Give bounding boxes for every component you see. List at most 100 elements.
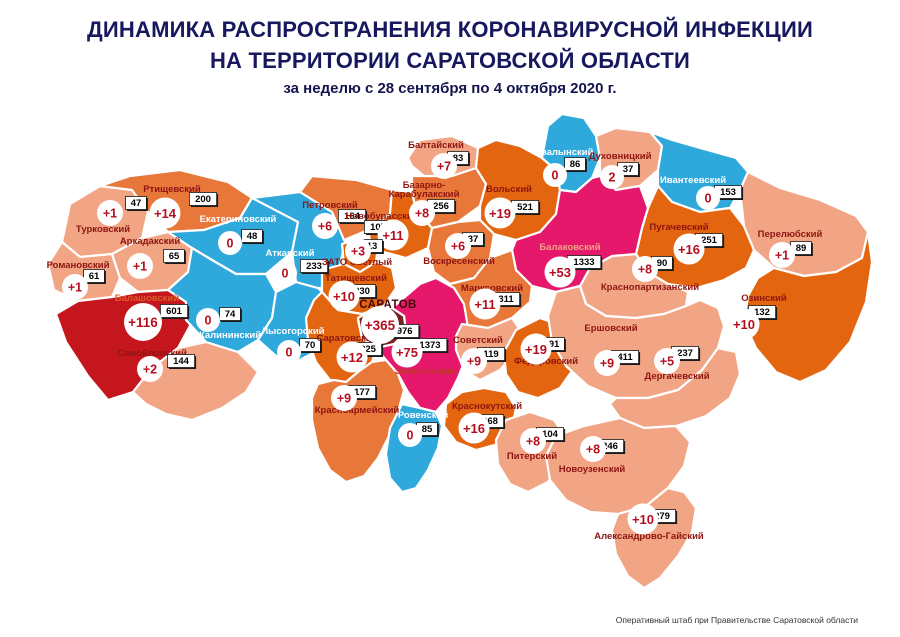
district-name: Красноармейский [315, 405, 400, 416]
weekly-increment-badge [469, 288, 501, 320]
weekly-increment-badge [600, 165, 624, 189]
weekly-increment-value: +9 [600, 357, 614, 371]
district-name: Марксовский [461, 283, 523, 294]
weekly-increment-badge [594, 350, 620, 376]
total-count: 230 [354, 286, 370, 297]
header: ДИНАМИКА РАСПРОСТРАНЕНИЯ КОРОНАВИРУСНОЙ … [0, 14, 900, 97]
weekly-increment-value: 0 [205, 314, 212, 328]
district-label-group-dukhovnitsky: Духовницкий 37 2 [589, 151, 652, 189]
total-count: 153 [720, 187, 736, 198]
district-name: Александрово-Гайский [594, 531, 704, 542]
weekly-increment-badge [431, 153, 457, 179]
weekly-increment-value: 0 [286, 346, 293, 360]
district-name: Краснопартизанский [601, 282, 699, 293]
weekly-increment-badge [654, 348, 680, 374]
weekly-increment-value: 0 [282, 267, 289, 281]
total-count: 13 [367, 241, 378, 252]
district-name: Балашовский [115, 293, 180, 304]
district-label-group-krasnopartizansky: Краснопартизанский 90 +8 [601, 256, 699, 293]
total-count: 311 [498, 294, 514, 305]
weekly-increment-badge [345, 238, 371, 264]
weekly-increment-badge [544, 256, 576, 288]
total-count: 90 [657, 258, 668, 269]
weekly-increment-value: 0 [227, 237, 234, 251]
weekly-increment-badge [627, 503, 659, 535]
district-name: Ивантеевский [660, 175, 726, 186]
district-name: Краснокутский [452, 401, 522, 412]
district-name: Вольский [486, 184, 532, 195]
weekly-increment-badge [137, 356, 163, 382]
district-label-group-dergachevsky: Дергачевский 237+5 [644, 346, 710, 382]
district-name: Пугачевский [649, 222, 708, 233]
district-name: Ртищевский [143, 184, 201, 195]
district-label-group-ozinsky: Озинский 132+10 [728, 293, 787, 340]
total-count: 48 [247, 231, 258, 242]
total-count: 70 [305, 340, 316, 351]
weekly-increment-value: +3 [351, 245, 365, 259]
weekly-increment-value: +10 [632, 512, 654, 527]
district-name: Балаковский [539, 242, 600, 253]
weekly-increment-badge [458, 412, 490, 444]
weekly-increment-badge [445, 233, 471, 259]
weekly-increment-badge [520, 333, 552, 365]
total-count: 47 [131, 198, 142, 209]
weekly-increment-badge [312, 213, 338, 239]
total-count-box [299, 259, 328, 273]
district-name: Лысогорский [261, 326, 324, 337]
weekly-increment-badge [127, 253, 153, 279]
district-label-group-ekaterinovsky: Екатериновский 48 0 [200, 214, 277, 255]
total-count-box [83, 269, 105, 283]
weekly-increment-value: 0 [552, 169, 559, 183]
total-count: 144 [173, 356, 190, 367]
total-count: 37 [623, 164, 634, 175]
total-count-box [166, 354, 195, 368]
weekly-increment-badge [328, 280, 360, 312]
total-count: 86 [570, 159, 581, 170]
district-name: Озинский [741, 293, 787, 304]
total-count: 83 [453, 153, 464, 164]
weekly-increment-badge [673, 233, 705, 265]
total-count: 268 [482, 416, 498, 427]
weekly-increment-value: +11 [474, 297, 495, 312]
total-count: 237 [677, 348, 693, 359]
district-label-group-baltaysky: Балтайский 83+7 [408, 140, 470, 179]
total-count: 164 [344, 211, 361, 222]
weekly-increment-badge [484, 197, 516, 229]
district-name: Советский [453, 335, 503, 346]
weekly-increment-value: +19 [525, 342, 547, 357]
weekly-increment-value: +19 [489, 206, 511, 221]
total-count: 91 [549, 339, 560, 350]
total-count: 119 [483, 349, 498, 360]
district-shape-samoylovsky [131, 340, 260, 422]
weekly-increment-value: +16 [678, 242, 700, 257]
weekly-increment-value: +1 [133, 260, 147, 274]
weekly-increment-badge [769, 242, 795, 268]
total-count: 200 [195, 194, 211, 205]
district-name: Самойловский [117, 348, 187, 359]
weekly-increment-value: +9 [337, 392, 351, 406]
total-count: 251 [701, 235, 718, 246]
district-label-group-volsky: Вольский 521 +19 [484, 184, 541, 229]
district-label-group-balakovsky: Балаковский 1333+53 [539, 242, 603, 288]
district-name: Калининский [199, 330, 261, 341]
total-count: 132 [754, 307, 770, 318]
total-count: 279 [654, 511, 670, 522]
district-name: Татищевский [325, 273, 387, 284]
district-name-line2: Карабулакский [389, 189, 460, 200]
district-name: Ровенский [398, 410, 449, 421]
total-count: 177 [354, 387, 370, 398]
district-shape-perelyubsky [738, 170, 870, 278]
total-count: 6976 [391, 326, 412, 337]
weekly-increment-badge [409, 200, 435, 226]
district-name: Энгельсский [395, 366, 456, 377]
subtitle-date-range: за неделю с 28 сентября по 4 октября 202… [283, 80, 617, 97]
district-name: Перелюбский [758, 229, 823, 240]
